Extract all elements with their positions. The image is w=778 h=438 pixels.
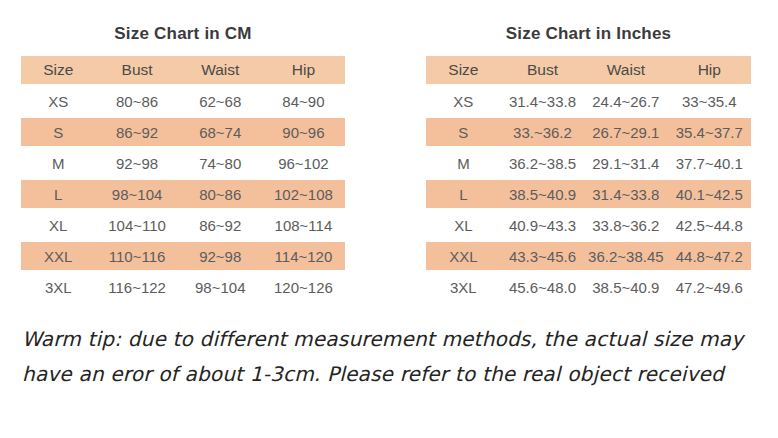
column-header-size: Size xyxy=(426,56,501,84)
table-row: S86~9268~7490~96 xyxy=(21,118,345,146)
measurement-cell: 116~122 xyxy=(96,273,179,301)
measurement-cell: 68~74 xyxy=(179,118,262,146)
measurement-cell: 33.8~36.2 xyxy=(584,211,667,239)
size-chart-cm-section: Size Chart in CM SizeBustWaistHip XS80~8… xyxy=(21,24,345,304)
size-cell: M xyxy=(21,149,96,177)
measurement-cell: 33.~36.2 xyxy=(501,118,584,146)
table-row: XXL110~11692~98114~120 xyxy=(21,242,345,270)
measurement-cell: 102~108 xyxy=(262,180,345,208)
measurement-cell: 38.5~40.9 xyxy=(501,180,584,208)
size-cell: XXL xyxy=(426,242,501,270)
size-chart-inches-table: SizeBustWaistHip XS31.4~33.824.4~26.733~… xyxy=(426,53,751,304)
column-header-size: Size xyxy=(21,56,96,84)
measurement-cell: 36.2~38.45 xyxy=(584,242,667,270)
header-row: SizeBustWaistHip xyxy=(21,56,345,84)
table-row: M92~9874~8096~102 xyxy=(21,149,345,177)
measurement-cell: 26.7~29.1 xyxy=(584,118,667,146)
size-cell: XL xyxy=(21,211,96,239)
column-header-bust: Bust xyxy=(501,56,584,84)
measurement-cell: 110~116 xyxy=(96,242,179,270)
size-cell: 3XL xyxy=(426,273,501,301)
measurement-cell: 120~126 xyxy=(262,273,345,301)
measurement-cell: 24.4~26.7 xyxy=(584,87,667,115)
measurement-cell: 38.5~40.9 xyxy=(584,273,667,301)
measurement-cell: 84~90 xyxy=(262,87,345,115)
measurement-cell: 80~86 xyxy=(96,87,179,115)
size-cell: XL xyxy=(426,211,501,239)
size-chart-cm-title: Size Chart in CM xyxy=(21,24,345,44)
table-row: L38.5~40.931.4~33.840.1~42.5 xyxy=(426,180,751,208)
measurement-cell: 33~35.4 xyxy=(668,87,751,115)
measurement-cell: 29.1~31.4 xyxy=(584,149,667,177)
measurement-cell: 45.6~48.0 xyxy=(501,273,584,301)
measurement-cell: 40.1~42.5 xyxy=(668,180,751,208)
measurement-cell: 86~92 xyxy=(179,211,262,239)
measurement-cell: 90~96 xyxy=(262,118,345,146)
size-cell: L xyxy=(426,180,501,208)
measurement-cell: 96~102 xyxy=(262,149,345,177)
size-chart-inches-section: Size Chart in Inches SizeBustWaistHip XS… xyxy=(426,24,751,304)
size-cell: XS xyxy=(21,87,96,115)
table-row: M36.2~38.529.1~31.437.7~40.1 xyxy=(426,149,751,177)
table-row: XS31.4~33.824.4~26.733~35.4 xyxy=(426,87,751,115)
measurement-cell: 31.4~33.8 xyxy=(501,87,584,115)
table-row: S33.~36.226.7~29.135.4~37.7 xyxy=(426,118,751,146)
measurement-cell: 104~110 xyxy=(96,211,179,239)
measurement-cell: 43.3~45.6 xyxy=(501,242,584,270)
size-cell: XXL xyxy=(21,242,96,270)
size-cell: L xyxy=(21,180,96,208)
table-row: XXL43.3~45.636.2~38.4544.8~47.2 xyxy=(426,242,751,270)
table-row: 3XL45.6~48.038.5~40.947.2~49.6 xyxy=(426,273,751,301)
measurement-cell: 86~92 xyxy=(96,118,179,146)
size-chart-inches-title: Size Chart in Inches xyxy=(426,24,751,44)
column-header-waist: Waist xyxy=(584,56,667,84)
size-cell: S xyxy=(21,118,96,146)
column-header-bust: Bust xyxy=(96,56,179,84)
column-header-waist: Waist xyxy=(179,56,262,84)
table-row: L98~10480~86102~108 xyxy=(21,180,345,208)
measurement-cell: 114~120 xyxy=(262,242,345,270)
size-cell: 3XL xyxy=(21,273,96,301)
measurement-cell: 42.5~44.8 xyxy=(668,211,751,239)
measurement-cell: 98~104 xyxy=(96,180,179,208)
table-row: 3XL116~12298~104120~126 xyxy=(21,273,345,301)
measurement-cell: 35.4~37.7 xyxy=(668,118,751,146)
measurement-cell: 92~98 xyxy=(179,242,262,270)
measurement-cell: 74~80 xyxy=(179,149,262,177)
measurement-cell: 36.2~38.5 xyxy=(501,149,584,177)
measurement-cell: 44.8~47.2 xyxy=(668,242,751,270)
measurement-cell: 40.9~43.3 xyxy=(501,211,584,239)
table-row: XL40.9~43.333.8~36.242.5~44.8 xyxy=(426,211,751,239)
measurement-cell: 47.2~49.6 xyxy=(668,273,751,301)
tables-row: Size Chart in CM SizeBustWaistHip XS80~8… xyxy=(21,24,751,304)
measurement-cell: 98~104 xyxy=(179,273,262,301)
size-cell: XS xyxy=(426,87,501,115)
header-row: SizeBustWaistHip xyxy=(426,56,751,84)
measurement-cell: 108~114 xyxy=(262,211,345,239)
size-chart-page: Size Chart in CM SizeBustWaistHip XS80~8… xyxy=(0,0,778,438)
table-row: XS80~8662~6884~90 xyxy=(21,87,345,115)
measurement-cell: 62~68 xyxy=(179,87,262,115)
column-header-hip: Hip xyxy=(262,56,345,84)
warm-tip-note: Warm tip: due to different measurement m… xyxy=(22,322,750,392)
measurement-cell: 92~98 xyxy=(96,149,179,177)
measurement-cell: 37.7~40.1 xyxy=(668,149,751,177)
measurement-cell: 31.4~33.8 xyxy=(584,180,667,208)
size-cell: S xyxy=(426,118,501,146)
measurement-cell: 80~86 xyxy=(179,180,262,208)
size-chart-cm-table: SizeBustWaistHip XS80~8662~6884~90S86~92… xyxy=(21,53,345,304)
column-header-hip: Hip xyxy=(668,56,751,84)
size-cell: M xyxy=(426,149,501,177)
table-row: XL104~11086~92108~114 xyxy=(21,211,345,239)
